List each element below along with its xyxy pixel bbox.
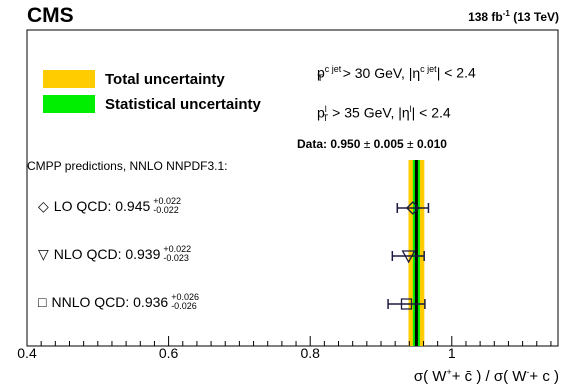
legend-label-total: Total uncertainty xyxy=(105,70,225,88)
legend-swatch-stat xyxy=(43,95,95,113)
uncertainty-bands xyxy=(408,160,425,346)
x-tick-label: 0.4 xyxy=(17,345,37,361)
x-axis-label: σ( W++ c̄ ) / σ( W-+ c ) xyxy=(413,367,559,385)
legend-label-stat: Statistical uncertainty xyxy=(105,95,261,113)
prediction-points xyxy=(387,201,430,310)
predictions-title: CMPP predictions, NNLO NNPDF3.1: xyxy=(27,159,228,173)
marker-triangle-down xyxy=(401,250,416,264)
x-tick-label: 0.8 xyxy=(300,345,320,361)
marker-diamond xyxy=(405,201,420,215)
luminosity-label: 138 fb-1 (13 TeV) xyxy=(468,9,559,24)
marker-square xyxy=(400,298,413,310)
lepton-cut-label: plT > 35 GeV, |ηl| < 2.4 xyxy=(317,104,451,124)
prediction-label-lo: ◇ LO QCD: 0.945 +0.022 -0.022 xyxy=(38,196,182,215)
x-axis: 0.4 0.6 0.8 1 xyxy=(17,336,552,361)
x-tick-label: 1 xyxy=(448,345,456,361)
legend-swatch-total xyxy=(43,70,95,88)
jet-cut-label: pc jetT > 30 GeV, |ηc jet| < 2.4 xyxy=(317,64,476,84)
x-tick-label: 0.6 xyxy=(159,345,179,361)
data-measurement-label: Data: 0.950 ± 0.005 ± 0.010 xyxy=(297,137,447,151)
legend-stat-uncertainty: Statistical uncertainty xyxy=(43,94,261,114)
prediction-label-nlo: ▽ NLO QCD: 0.939 +0.022 -0.023 xyxy=(38,244,192,263)
legend-total-uncertainty: Total uncertainty xyxy=(43,69,225,89)
plot-frame xyxy=(26,29,559,347)
prediction-label-nnlo: □ NNLO QCD: 0.936 +0.026 -0.026 xyxy=(38,292,199,311)
experiment-label: CMS xyxy=(27,4,74,27)
